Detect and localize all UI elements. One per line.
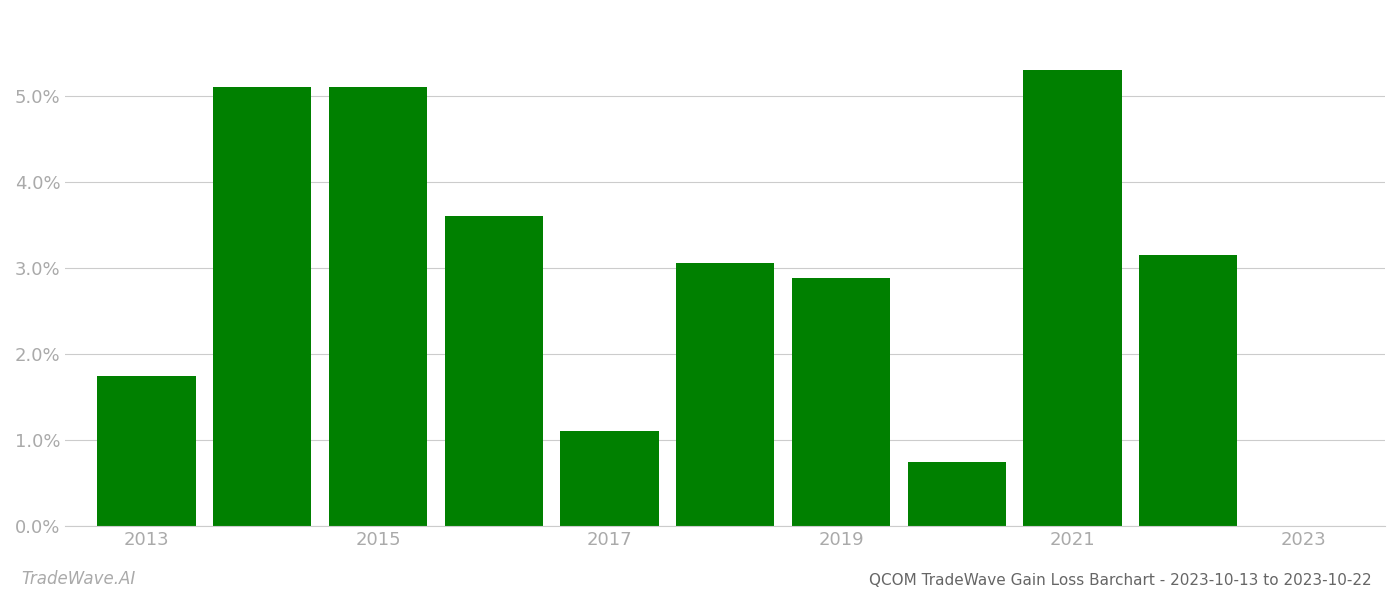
Bar xyxy=(1140,255,1238,526)
Text: QCOM TradeWave Gain Loss Barchart - 2023-10-13 to 2023-10-22: QCOM TradeWave Gain Loss Barchart - 2023… xyxy=(869,573,1372,588)
Text: TradeWave.AI: TradeWave.AI xyxy=(21,570,136,588)
Bar xyxy=(560,431,658,526)
Bar xyxy=(329,87,427,526)
Bar xyxy=(1023,70,1121,526)
Bar xyxy=(98,376,196,526)
Bar xyxy=(445,217,543,526)
Bar xyxy=(213,87,311,526)
Bar xyxy=(792,278,890,526)
Bar xyxy=(907,461,1007,526)
Bar xyxy=(676,263,774,526)
